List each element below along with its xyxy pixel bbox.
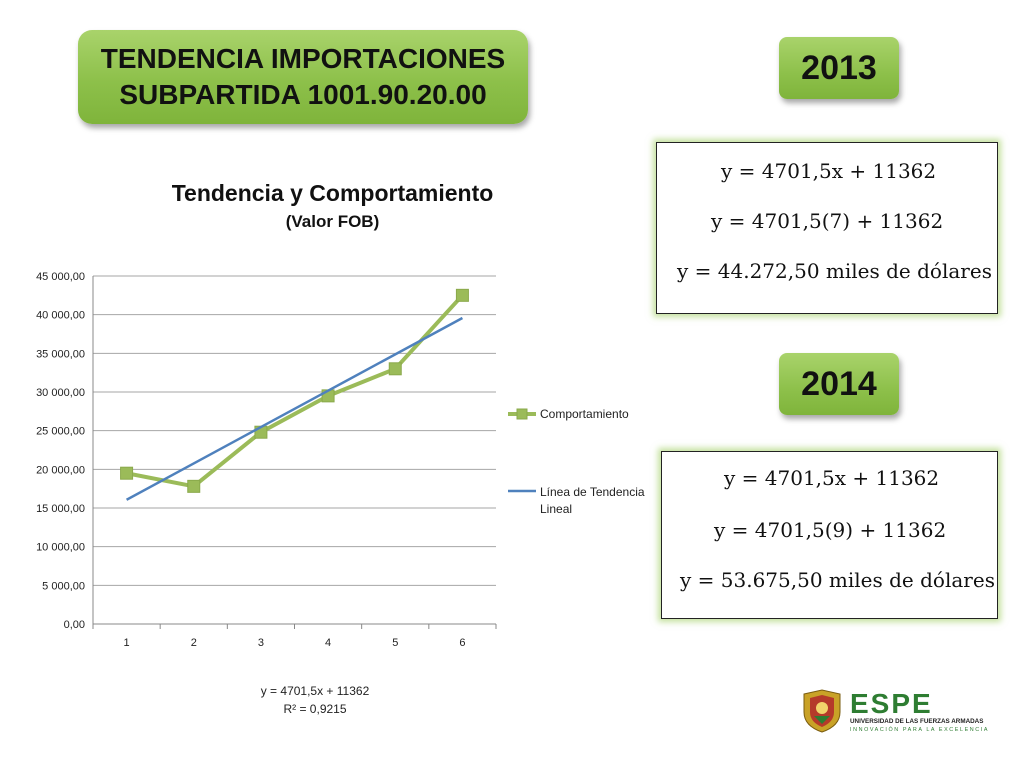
data-point-marker <box>120 466 134 480</box>
trend-equation: y = 4701,5x + 11362 <box>260 684 370 698</box>
y-tick-label: 10 000,00 <box>36 542 85 554</box>
data-point-marker <box>254 425 268 439</box>
legend-label-comportamiento: Comportamiento <box>540 407 629 421</box>
title-line-2: SUBPARTIDA 1001.90.20.00 <box>119 79 487 110</box>
x-tick-label: 5 <box>392 637 398 649</box>
title-banner: TENDENCIA IMPORTACIONES SUBPARTIDA 1001.… <box>78 30 528 124</box>
legend-marker-comportamiento <box>516 408 528 420</box>
data-point-marker <box>321 389 335 403</box>
equation-2014-substituted: y = 4701,5(9) + 11362 <box>714 518 947 542</box>
y-tick-label: 30 000,00 <box>36 387 85 399</box>
y-tick-label: 5 000,00 <box>42 580 85 592</box>
y-tick-label: 35 000,00 <box>36 348 85 360</box>
equation-2013-general: y = 4701,5x + 11362 <box>721 159 937 183</box>
data-point-marker <box>455 288 469 302</box>
equation-2013-result: y = 44.272,50 miles de dólares <box>677 259 992 283</box>
series-line-comportamiento <box>126 293 464 489</box>
year-2013-badge: 2013 <box>779 37 899 99</box>
y-tick-label: 20 000,00 <box>36 464 85 476</box>
legend-label-trend: Línea de Tendencia Lineal <box>540 485 645 516</box>
trend-line <box>125 316 464 501</box>
x-tick-label: 6 <box>459 637 465 649</box>
chart-title: Tendencia y Comportamiento <box>171 180 494 206</box>
espe-logo: ESPE UNIVERSIDAD DE LAS FUERZAS ARMADAS … <box>803 688 989 733</box>
title-line-1: TENDENCIA IMPORTACIONES <box>100 43 506 74</box>
y-tick-label: 15 000,00 <box>36 503 85 515</box>
x-tick-label: 3 <box>258 637 264 649</box>
y-tick-label: 0,00 <box>64 619 85 631</box>
x-tick-label: 1 <box>124 637 130 649</box>
equation-2013-substituted: y = 4701,5(7) + 11362 <box>711 209 944 233</box>
y-tick-label: 25 000,00 <box>36 426 85 438</box>
equation-2014-general: y = 4701,5x + 11362 <box>724 466 940 490</box>
equation-box-2014: y = 4701,5x + 11362 y = 4701,5(9) + 1136… <box>661 451 998 619</box>
x-tick-label: 2 <box>191 637 197 649</box>
y-tick-label: 40 000,00 <box>36 310 85 322</box>
r-squared: R² = 0,9215 <box>283 702 347 716</box>
logo-subtitle-1: UNIVERSIDAD DE LAS FUERZAS ARMADAS <box>850 718 983 725</box>
chart-subtitle: (Valor FOB) <box>285 212 380 231</box>
espe-emblem <box>803 689 841 733</box>
logo-subtitle-2: INNOVACIÓN PARA LA EXCELENCIA <box>850 726 989 733</box>
equation-2014-result: y = 53.675,50 miles de dólares <box>680 568 995 592</box>
logo-text: ESPE <box>850 688 933 719</box>
x-tick-label: 4 <box>325 637 331 649</box>
data-point-marker <box>388 362 402 376</box>
equation-box-2013: y = 4701,5x + 11362 y = 4701,5(7) + 1136… <box>656 142 998 314</box>
data-point-marker <box>187 479 201 493</box>
year-2014-badge: 2014 <box>779 353 899 415</box>
y-tick-label: 45 000,00 <box>36 271 85 283</box>
